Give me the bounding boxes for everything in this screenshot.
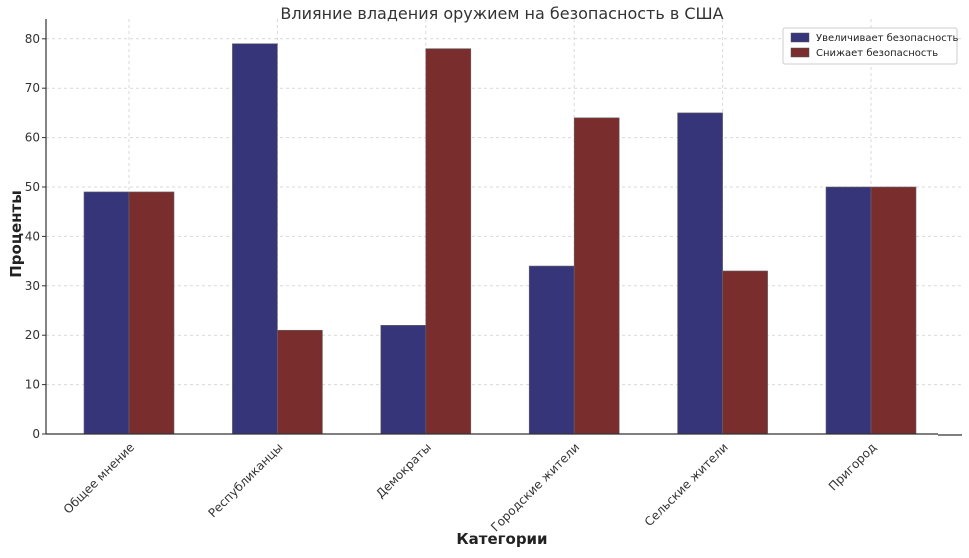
bar-decreases-1 <box>277 329 323 435</box>
bars <box>83 43 917 435</box>
y-tick-label: 10 <box>25 378 40 392</box>
y-tick-labels: 0 10 20 30 40 50 60 70 80 <box>25 32 40 441</box>
bar-increases-0 <box>83 191 130 435</box>
legend-label-decreases: Снижает безопасность <box>816 48 938 59</box>
y-tick-label: 0 <box>32 427 40 441</box>
x-tick-label: Общее мнение <box>61 440 137 516</box>
bar-decreases-5 <box>870 186 917 435</box>
bar-increases-3 <box>528 265 575 435</box>
bar-increases-1 <box>232 43 278 435</box>
x-tick-label: Демократы <box>373 440 434 501</box>
bar-increases-2 <box>380 325 427 435</box>
legend-label-increases: Увеличивает безопасность <box>816 33 959 44</box>
chart-title: Влияние владения оружием на безопасность… <box>280 4 723 23</box>
x-tick-label: Пригород <box>826 440 879 493</box>
y-tick-label: 80 <box>25 32 40 46</box>
x-tick-label: Республиканцы <box>206 440 286 520</box>
legend-swatch-increases <box>790 32 810 43</box>
bar-increases-4 <box>677 112 723 435</box>
x-axis-title: Категории <box>456 530 547 548</box>
bar-decreases-3 <box>573 117 620 435</box>
axes <box>42 19 962 436</box>
y-tick-label: 40 <box>25 229 40 243</box>
grid <box>46 19 962 434</box>
legend: Увеличивает безопасность Снижает безопас… <box>782 27 959 65</box>
y-tick-label: 50 <box>25 180 40 194</box>
legend-frame <box>782 27 958 65</box>
y-tick-label: 70 <box>25 81 40 95</box>
x-tick-label: Сельские жители <box>642 440 731 529</box>
y-tick-label: 60 <box>25 131 40 145</box>
bar-decreases-0 <box>128 191 175 435</box>
x-tick-label: Городские жители <box>488 440 582 534</box>
legend-swatch-decreases <box>790 47 810 58</box>
x-tick-labels: Общее мнение Республиканцы Демократы Городс… <box>61 440 879 534</box>
y-tick-label: 20 <box>25 328 40 342</box>
bar-decreases-2 <box>425 48 472 435</box>
bar-increases-5 <box>825 186 872 435</box>
y-tick-label: 30 <box>25 279 40 293</box>
bar-decreases-4 <box>722 270 768 435</box>
y-axis-title: Проценты <box>7 190 25 278</box>
